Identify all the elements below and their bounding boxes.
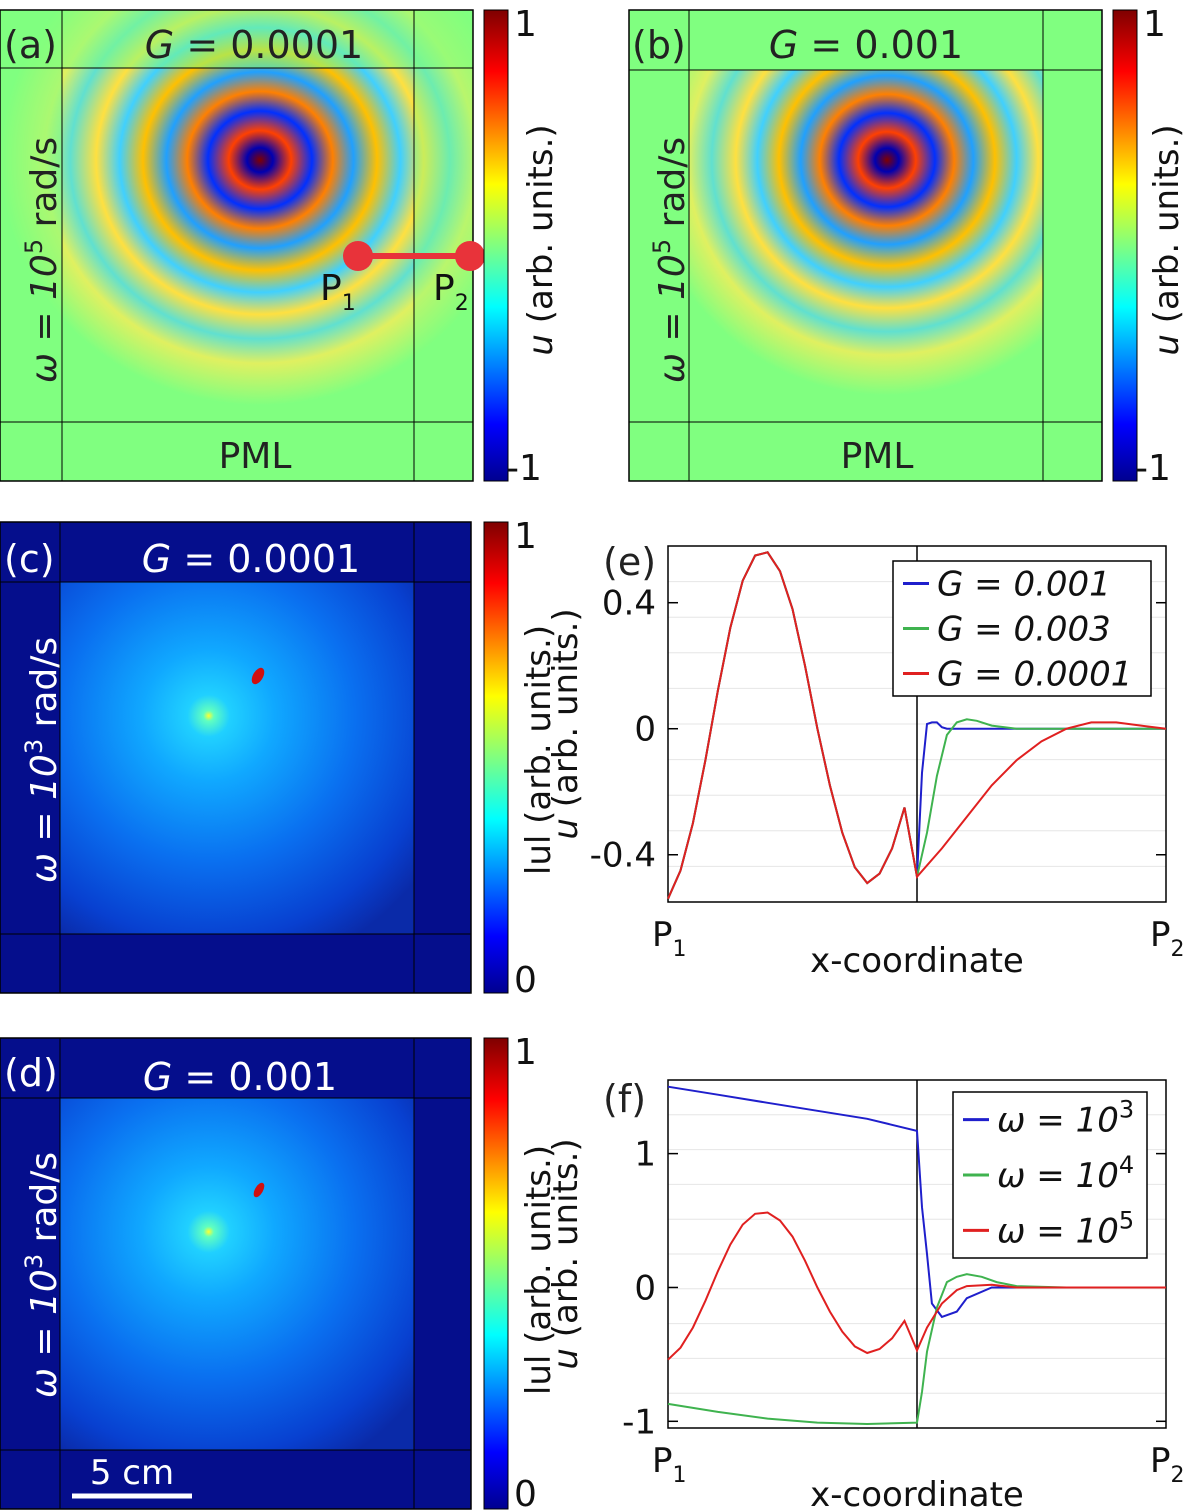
y-tick-label: -1 [622,1402,656,1442]
panel-c-title: G = 0.0001 [142,537,360,581]
chart-e: 0.4 0 -0.4 P1 P2 x-coordinate u (arb. units.) (… [546,540,1185,981]
colorbar-d [483,1037,509,1510]
panel-d-omega: ω = 103 rad/s [20,1152,65,1398]
panel-a-omega: ω = 105 rad/s [20,137,65,383]
colorbar-c [483,521,509,994]
colorbar-b-min: -1 [1135,448,1171,489]
y-axis-label: u (arb. units.) [546,608,586,839]
panel-b-label: (b) [632,23,686,67]
panel-a-map [0,9,485,482]
x-tick-label: P2 [1150,915,1185,962]
amplitude-field [60,1098,414,1450]
legend-box [892,560,1152,697]
chart-panel-label: (e) [603,540,656,584]
legend-label: G = 0.003 [937,610,1111,650]
x-tick-label: P1 [652,915,687,962]
legend-label: ω = 103 [997,1096,1134,1141]
panel-b-map [628,9,1103,482]
colorbar-c-max: 1 [514,516,537,557]
legend-label: ω = 105 [997,1206,1134,1251]
colorbar-b-label: u (arb. units.) [1147,124,1187,355]
panel-b-title: G = 0.001 [769,23,963,67]
colorbar-a [483,9,509,482]
amplitude-field [60,582,414,934]
panel-b-omega: ω = 105 rad/s [648,137,693,383]
colorbar-a-label: u (arb. units.) [521,124,561,355]
x-tick-label: P1 [652,1441,687,1488]
plot-frame [667,1079,1167,1429]
colorbar-b-max: 1 [1143,4,1166,45]
colorbar-d-min: 0 [514,1474,537,1511]
x-tick-label: P2 [1150,1441,1185,1488]
legend-label: G = 0.0001 [937,655,1132,695]
series-line [667,1273,1166,1426]
panel-b-pml-label: PML [841,436,914,477]
wave-field [647,10,1102,395]
panel-a-title: G = 0.0001 [145,23,363,67]
x-axis-label: x-coordinate [810,1475,1024,1511]
p2-label: P2 [433,268,469,316]
p2-marker [455,241,485,271]
panel-c-label: (c) [4,537,55,581]
panel-c-map [0,521,472,994]
y-axis-label: u (arb. units.) [546,1138,586,1369]
colorbar-b [1112,9,1138,482]
y-tick-label: 0 [634,710,656,750]
colorbar-c-min: 0 [514,960,537,1001]
scalebar-label: 5 cm [90,1453,174,1493]
colorbar-d-label: lul (arb. units.) [519,1145,559,1395]
panel-a-label: (a) [4,23,57,67]
series-line [667,1211,1166,1361]
p1-label: P1 [320,268,356,316]
source-point [251,667,265,685]
panel-c-omega: ω = 103 rad/s [20,637,65,883]
legend-label: G = 0.001 [937,565,1111,605]
source-point [253,1182,265,1198]
p1-marker [343,241,373,271]
series-line [667,551,1167,900]
y-tick-label: 0 [634,1268,656,1308]
panel-a-pml-label: PML [219,436,292,477]
colorbar-d-max: 1 [514,1032,537,1073]
plot-frame [667,545,1167,903]
y-tick-label: 0.4 [602,584,656,624]
colorbar-c-label: lul (arb. units.) [519,625,559,875]
legend-label: ω = 104 [997,1151,1134,1196]
x-axis-label: x-coordinate [810,941,1024,981]
panel-d-map [0,1037,472,1510]
chart-panel-label: (f) [603,1077,646,1121]
wave-field [0,10,473,405]
colorbar-a-max: 1 [514,4,537,45]
panel-d-title: G = 0.001 [143,1055,337,1099]
chart-f: 1 0 -1P1 P2 x-coordinate u (arb. units.) (f) ω … [546,1077,1185,1511]
colorbar-a-min: -1 [506,448,542,489]
panel-d-label: (d) [4,1051,58,1095]
y-tick-label: 1 [634,1135,656,1175]
y-tick-label: -0.4 [590,836,656,876]
